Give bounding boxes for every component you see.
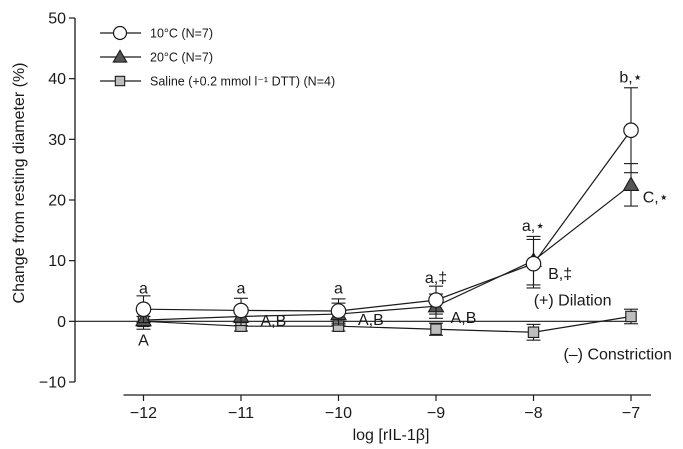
legend-series-name: Saline (+0.2 mmol l⁻¹ DTT) — [150, 75, 304, 89]
legend-label: 10°C (N=7) — [150, 27, 213, 41]
y-tick-label: 10 — [48, 253, 66, 270]
series-line — [143, 184, 632, 321]
x-tick-label: −9 — [427, 405, 445, 422]
annotation-label: b,⋆ — [619, 69, 642, 86]
y-tick-label: 20 — [48, 193, 66, 210]
circle-marker — [233, 302, 249, 319]
x-ticks: −12 −11 −10 −9 −8 −7 — [130, 395, 640, 422]
x-tick-label: −12 — [130, 405, 157, 422]
y-tick-label: −10 — [39, 375, 66, 392]
annotation-label: a — [139, 280, 148, 297]
legend-sample-size: (N=7) — [181, 51, 213, 65]
y-axis: −10 0 10 20 30 40 50 — [39, 11, 76, 392]
circle-marker — [428, 292, 444, 308]
annotation-label: A,B — [261, 313, 287, 330]
square-marker — [527, 326, 540, 339]
series-square — [136, 308, 638, 341]
x-tick-label: −7 — [622, 405, 640, 422]
y-tick-label: 30 — [48, 132, 66, 149]
circle-marker — [623, 122, 639, 139]
series-line — [143, 129, 632, 312]
x-tick-label: −11 — [228, 405, 254, 422]
x-tick-label: −10 — [325, 405, 352, 422]
annotation-label: a,‡ — [425, 270, 447, 287]
x-tick-label: −8 — [524, 405, 542, 422]
annotation-label: A,B — [358, 312, 384, 329]
annotation-label: C,⋆ — [643, 189, 669, 206]
series-layer — [135, 87, 640, 341]
annotation-label: a,⋆ — [522, 218, 545, 235]
y-axis-label: Change from resting diameter (%) — [11, 63, 28, 304]
triangle-marker — [112, 49, 128, 63]
annotation-label: a — [237, 280, 246, 297]
square-marker — [430, 323, 442, 335]
legend-sample-size: (N=4) — [304, 75, 336, 89]
square-marker — [625, 310, 637, 323]
annotation-label: (+) Dilation — [534, 293, 612, 310]
y-tick-label: 0 — [57, 314, 66, 331]
legend-series-name: 20°C — [150, 51, 181, 65]
triangle-marker — [622, 176, 640, 192]
square-marker — [114, 75, 126, 87]
annotation-label: a — [334, 280, 343, 297]
y-tick-label: 40 — [48, 71, 66, 88]
legend-sample-size: (N=7) — [181, 27, 213, 41]
circle-marker — [135, 301, 152, 317]
x-axis-label: log [rIL-1β] — [353, 427, 430, 444]
legend-series-name: 10°C — [150, 27, 181, 41]
x-axis: −12 −11 −10 −9 −8 −7 — [123, 394, 651, 422]
legend-label: Saline (+0.2 mmol l⁻¹ DTT) (N=4) — [150, 75, 335, 89]
y-tick-label: 50 — [48, 11, 66, 28]
annotation-label: A,B — [451, 310, 477, 327]
annotation-label: (–) Constriction — [563, 347, 671, 364]
annotation-label: A — [138, 333, 149, 350]
legend: 10°C (N=7)20°C (N=7)Saline (+0.2 mmol l⁻… — [100, 25, 335, 89]
circle-marker — [112, 25, 128, 41]
circle-marker — [330, 303, 347, 319]
series-circle — [135, 87, 639, 324]
annotation-layer: a a a a,‡ a,⋆ b,⋆ A A,B A,B A,B B,‡ C,⋆ (+) Dilation… — [138, 69, 672, 363]
y-ticks: −10 0 10 20 30 40 50 — [39, 11, 75, 392]
legend-label: 20°C (N=7) — [150, 51, 213, 65]
series-line — [143, 315, 632, 333]
annotation-label: B,‡ — [548, 266, 572, 283]
circle-marker — [525, 255, 542, 272]
